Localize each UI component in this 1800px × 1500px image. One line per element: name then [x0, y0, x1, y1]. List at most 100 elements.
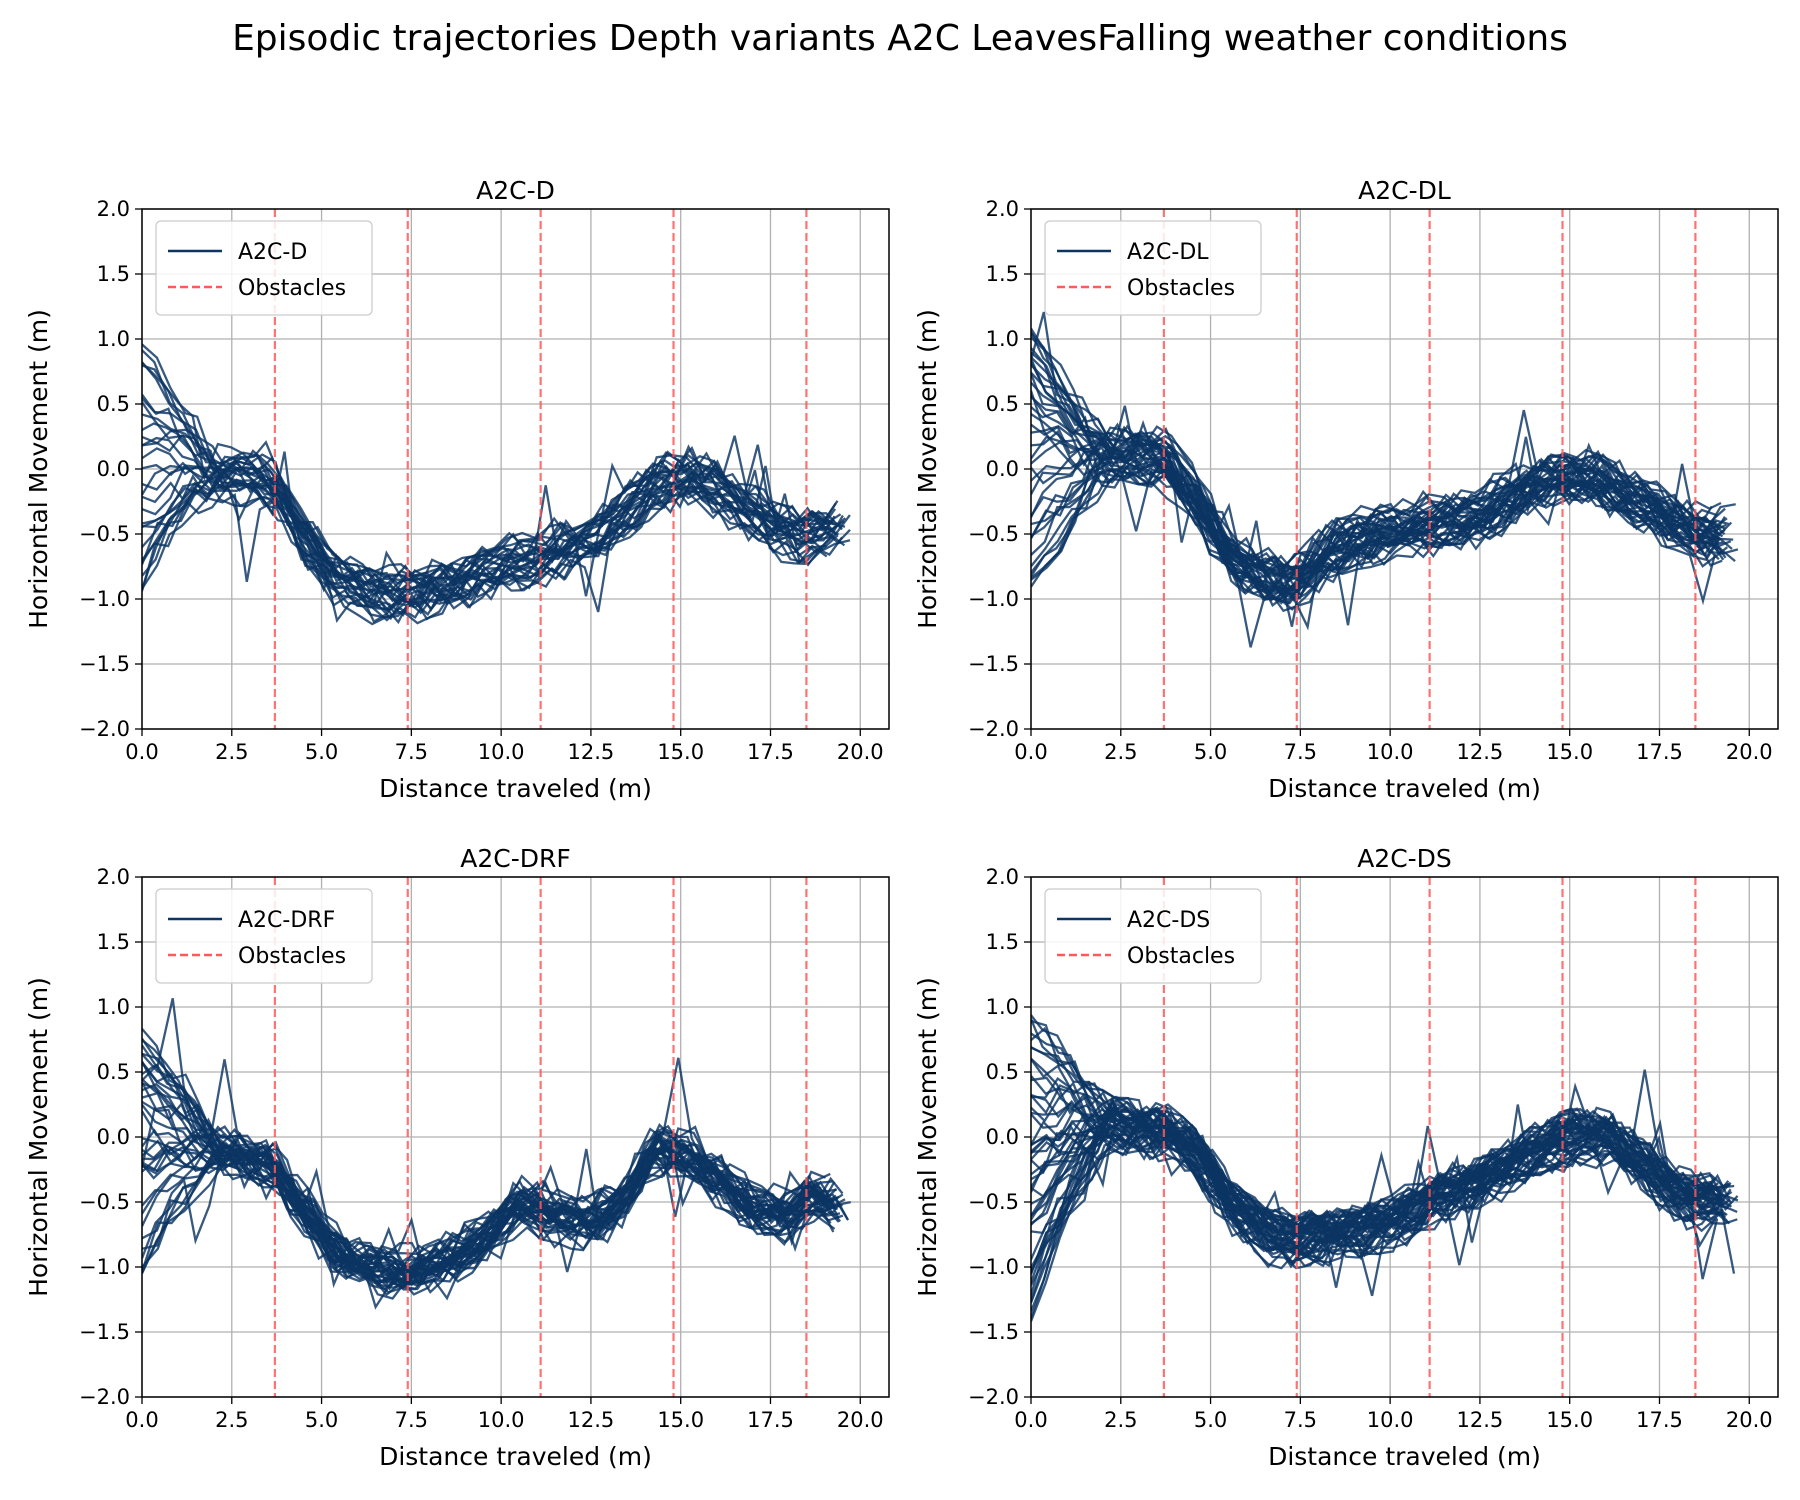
y-axis-label: Horizontal Movement (m): [24, 309, 53, 629]
legend-box: [1044, 888, 1262, 984]
legend-series-label: A2C-D: [238, 240, 307, 265]
y-tick-label: 1.5: [97, 262, 130, 286]
x-tick-label: 7.5: [395, 740, 428, 764]
trajectory-line: [1031, 327, 1729, 605]
trajectory-line: [142, 1130, 823, 1272]
y-tick-label: −1.5: [79, 1320, 130, 1344]
trajectory-line: [1031, 465, 1736, 648]
subplot-a2c-drf: 0.0 2.5 5.0 7.5 10.0 12.5 15.0 17.5 20.0 −2.0 −1.5…: [24, 844, 890, 1471]
legend-obstacle-label: Obstacles: [1127, 276, 1235, 301]
trajectory-line: [1031, 396, 1718, 576]
y-axis-label: Horizontal Movement (m): [913, 977, 942, 1297]
x-tick-label: 15.0: [1546, 740, 1593, 764]
subplot-title: A2C-DS: [1357, 844, 1452, 873]
y-tick-label: −1.5: [968, 1320, 1019, 1344]
trajectory-line: [142, 998, 832, 1294]
legend-box: [155, 888, 373, 984]
x-axis-label: Distance traveled (m): [379, 1442, 652, 1471]
legend-series-label: A2C-DRF: [238, 908, 335, 933]
legend-box: [155, 220, 373, 316]
legend-obstacle-label: Obstacles: [1127, 944, 1235, 969]
x-tick-label: 7.5: [1284, 740, 1317, 764]
y-tick-label: −1.0: [79, 1255, 130, 1279]
x-tick-label: 0.0: [1014, 740, 1047, 764]
subplot-title: A2C-DL: [1358, 176, 1451, 205]
x-tick-label: 20.0: [837, 740, 884, 764]
subplot-a2c-ds: 0.0 2.5 5.0 7.5 10.0 12.5 15.0 17.5 20.0 −2.0 −1.5…: [913, 844, 1779, 1471]
x-axis-label: Distance traveled (m): [1268, 1442, 1541, 1471]
trajectory-line: [1031, 1113, 1719, 1280]
y-tick-label: 0.0: [97, 1125, 130, 1149]
y-tick-label: −0.5: [968, 522, 1019, 546]
y-tick-label: 2.0: [986, 865, 1019, 889]
x-tick-label: 2.5: [1104, 1408, 1137, 1432]
y-tick-label: 2.0: [97, 197, 130, 221]
y-tick-label: −1.0: [968, 1255, 1019, 1279]
x-tick-label: 17.5: [747, 1408, 794, 1432]
y-tick-label: 0.0: [97, 457, 130, 481]
legend-obstacle-label: Obstacles: [238, 276, 346, 301]
x-tick-label: 12.5: [568, 1408, 615, 1432]
x-tick-label: 15.0: [657, 740, 704, 764]
x-tick-label: 5.0: [1194, 740, 1227, 764]
trajectory-group: [142, 998, 851, 1310]
x-tick-label: 12.5: [1457, 740, 1504, 764]
y-tick-label: −0.5: [968, 1190, 1019, 1214]
trajectory-group: [1031, 1014, 1739, 1322]
trajectory-line: [1031, 425, 1727, 600]
y-tick-label: −1.5: [79, 652, 130, 676]
y-tick-label: 0.5: [986, 392, 1019, 416]
trajectory-line: [1031, 1046, 1730, 1240]
x-tick-label: 15.0: [1546, 1408, 1593, 1432]
x-tick-label: 7.5: [395, 1408, 428, 1432]
x-tick-label: 5.0: [1194, 1408, 1227, 1432]
y-tick-label: −2.0: [968, 1385, 1019, 1409]
x-tick-label: 17.5: [1636, 740, 1683, 764]
x-axis-label: Distance traveled (m): [379, 774, 652, 803]
trajectory-line: [142, 413, 843, 599]
y-tick-label: 1.0: [97, 995, 130, 1019]
trajectory-line: [142, 434, 833, 595]
x-tick-label: 0.0: [125, 1408, 158, 1432]
x-tick-label: 20.0: [1726, 1408, 1773, 1432]
trajectory-line: [142, 451, 842, 597]
x-tick-label: 5.0: [305, 1408, 338, 1432]
trajectory-line: [1031, 336, 1726, 581]
y-tick-label: 2.0: [97, 865, 130, 889]
legend: A2C-DL Obstacles: [1044, 220, 1262, 316]
y-tick-label: −2.0: [968, 717, 1019, 741]
x-tick-label: 17.5: [747, 740, 794, 764]
y-axis-label: Horizontal Movement (m): [24, 977, 53, 1297]
x-tick-label: 10.0: [1367, 740, 1414, 764]
trajectory-line: [142, 393, 844, 603]
trajectory-line: [1031, 1102, 1730, 1322]
y-tick-label: −1.0: [79, 587, 130, 611]
trajectory-group: [1031, 311, 1739, 648]
x-axis-label: Distance traveled (m): [1268, 774, 1541, 803]
legend-series-label: A2C-DL: [1127, 240, 1209, 265]
trajectory-line: [1031, 1117, 1722, 1251]
trajectory-line: [1031, 430, 1727, 577]
legend: A2C-DRF Obstacles: [155, 888, 373, 984]
x-tick-label: 2.5: [215, 1408, 248, 1432]
x-tick-label: 12.5: [568, 740, 615, 764]
trajectory-line: [142, 1110, 842, 1289]
trajectory-line: [1031, 331, 1716, 578]
y-tick-label: 1.0: [986, 327, 1019, 351]
x-tick-label: 5.0: [305, 740, 338, 764]
legend-box: [1044, 220, 1262, 316]
trajectory-group: [142, 343, 851, 626]
y-tick-label: 0.5: [986, 1060, 1019, 1084]
x-tick-label: 20.0: [1726, 740, 1773, 764]
y-tick-label: 0.5: [97, 392, 130, 416]
trajectory-line: [142, 470, 839, 611]
trajectory-line: [1031, 394, 1723, 602]
x-tick-label: 15.0: [657, 1408, 704, 1432]
y-tick-label: −2.0: [79, 717, 130, 741]
y-tick-label: 1.5: [97, 930, 130, 954]
trajectory-line: [142, 1130, 822, 1284]
y-tick-label: −0.5: [79, 1190, 130, 1214]
y-tick-label: −0.5: [79, 522, 130, 546]
trajectory-line: [1031, 1076, 1724, 1256]
